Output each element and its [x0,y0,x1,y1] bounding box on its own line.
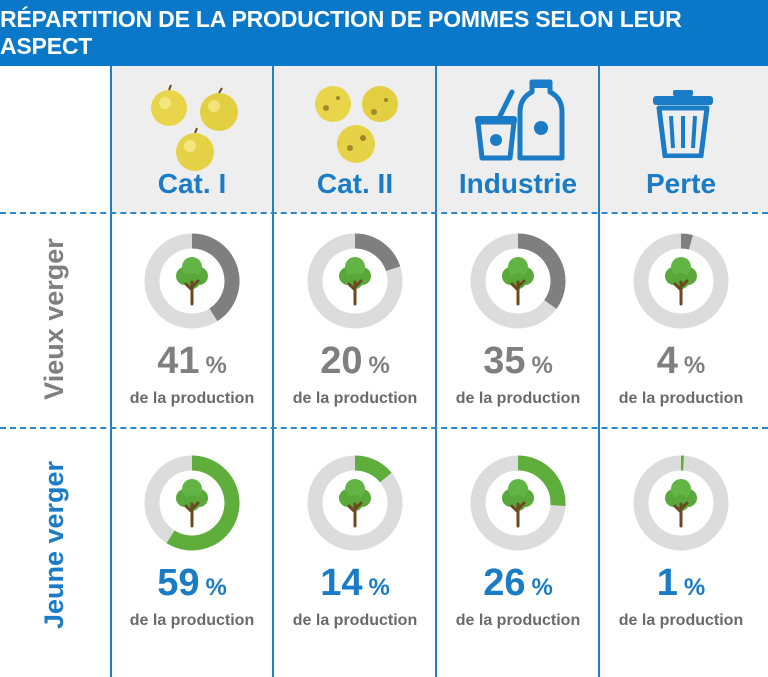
value-caption: de la production [618,612,744,629]
donut-old-2 [470,233,566,329]
donut-value-arc [680,233,693,250]
tree-icon [176,479,208,528]
yogurt-juice-icon [475,79,565,161]
percent-unit: % [683,352,706,379]
donut-value-arc [354,233,401,272]
column-divider [272,66,274,677]
column-divider [598,66,600,677]
percent-unit: % [531,352,553,379]
row-divider [0,212,768,214]
donut-value-arc [166,455,240,551]
column-label-industrie: Industrie [458,168,578,199]
percent-value: 59 [157,562,200,604]
column-divider [435,66,437,677]
donut-value-arc [517,233,566,309]
percent-value: 20 [320,340,363,382]
percent-unit: % [205,352,227,379]
percent-label: 35% [437,340,599,383]
donut-old-1 [307,233,403,329]
percent-unit: % [531,574,553,601]
bruised-apples-icon [315,86,398,163]
percent-label: 59% [111,562,273,605]
percent-value: 35 [483,340,526,382]
column-divider [110,66,112,677]
value-caption: de la production [129,390,255,407]
donut-value-arc [191,233,240,322]
tree-icon [665,479,697,528]
row-divider [0,427,768,429]
percent-value: 41 [157,340,200,382]
percent-value: 14 [320,562,363,604]
percent-value: 4 [656,340,678,382]
donut-young-0 [144,455,240,551]
percent-label: 20% [274,340,436,383]
column-label-perte: Perte [645,168,717,199]
donut-old-3 [633,233,729,329]
value-caption: de la production [455,390,581,407]
row-label-jeune-verger: Jeune verger [39,460,69,630]
apples-icon [151,84,238,171]
percent-unit: % [368,352,390,379]
percent-unit: % [368,574,390,601]
column-label-cat-1: Cat. I [157,168,227,199]
tree-icon [502,257,534,306]
column-label-cat-2: Cat. II [316,168,394,199]
tree-icon [339,257,371,306]
trash-can-icon [653,90,713,158]
donut-young-3 [633,455,729,551]
tree-icon [502,479,534,528]
percent-unit: % [205,574,227,601]
percent-label: 1% [600,562,762,605]
donut-old-0 [144,233,240,329]
tree-icon [665,257,697,306]
value-caption: de la production [129,612,255,629]
percent-label: 41% [111,340,273,383]
tree-icon [339,479,371,528]
value-caption: de la production [292,390,418,407]
value-caption: de la production [455,612,581,629]
percent-label: 26% [437,562,599,605]
percent-unit: % [683,574,706,601]
chart-title: RÉPARTITION DE LA PRODUCTION DE POMMES S… [0,0,768,66]
percent-value: 1 [656,562,678,604]
percent-value: 26 [483,562,526,604]
donut-value-arc [517,455,566,506]
donut-value-arc [354,455,392,483]
percent-label: 4% [600,340,762,383]
value-caption: de la production [618,390,744,407]
donut-young-2 [470,455,566,551]
tree-icon [176,257,208,306]
percent-label: 14% [274,562,436,605]
value-caption: de la production [292,612,418,629]
row-label-vieux-verger: Vieux verger [39,238,69,400]
donut-young-1 [307,455,403,551]
